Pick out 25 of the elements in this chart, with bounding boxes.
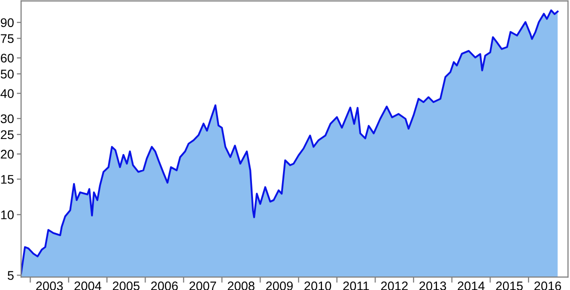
- y-tick-label: 25: [0, 130, 14, 140]
- x-tick-label: 2007: [189, 282, 216, 290]
- y-tick-label: 15: [1, 175, 14, 184]
- y-tick-label: 10: [1, 210, 14, 220]
- y-tick-label: 5: [8, 271, 14, 280]
- x-tick-label: 2016: [534, 282, 562, 290]
- x-tick-label: 2005: [112, 282, 140, 290]
- y-tick-label: 50: [0, 70, 14, 78]
- x-tick-label: 2010: [304, 282, 332, 290]
- x-tick-label: 2015: [496, 282, 523, 290]
- y-tick-label: 90: [0, 18, 14, 28]
- x-tick-label: 2008: [228, 282, 254, 290]
- x-tick-label: 2013: [419, 282, 446, 290]
- x-tick-label: 2003: [36, 282, 63, 290]
- y-tick-label: 30: [0, 114, 14, 124]
- x-tick-label: 2004: [74, 282, 102, 290]
- x-tick-label: 2009: [266, 282, 293, 290]
- y-tick-label: 60: [0, 54, 14, 63]
- x-tick-label: 2014: [458, 282, 485, 290]
- x-tick-label: 2011: [343, 282, 369, 290]
- y-tick-label: 40: [0, 89, 14, 98]
- y-tick-label: 75: [0, 34, 14, 44]
- x-tick-label: 2012: [381, 282, 408, 290]
- x-tick-label: 2006: [151, 282, 178, 290]
- y-tick-label: 20: [0, 150, 14, 159]
